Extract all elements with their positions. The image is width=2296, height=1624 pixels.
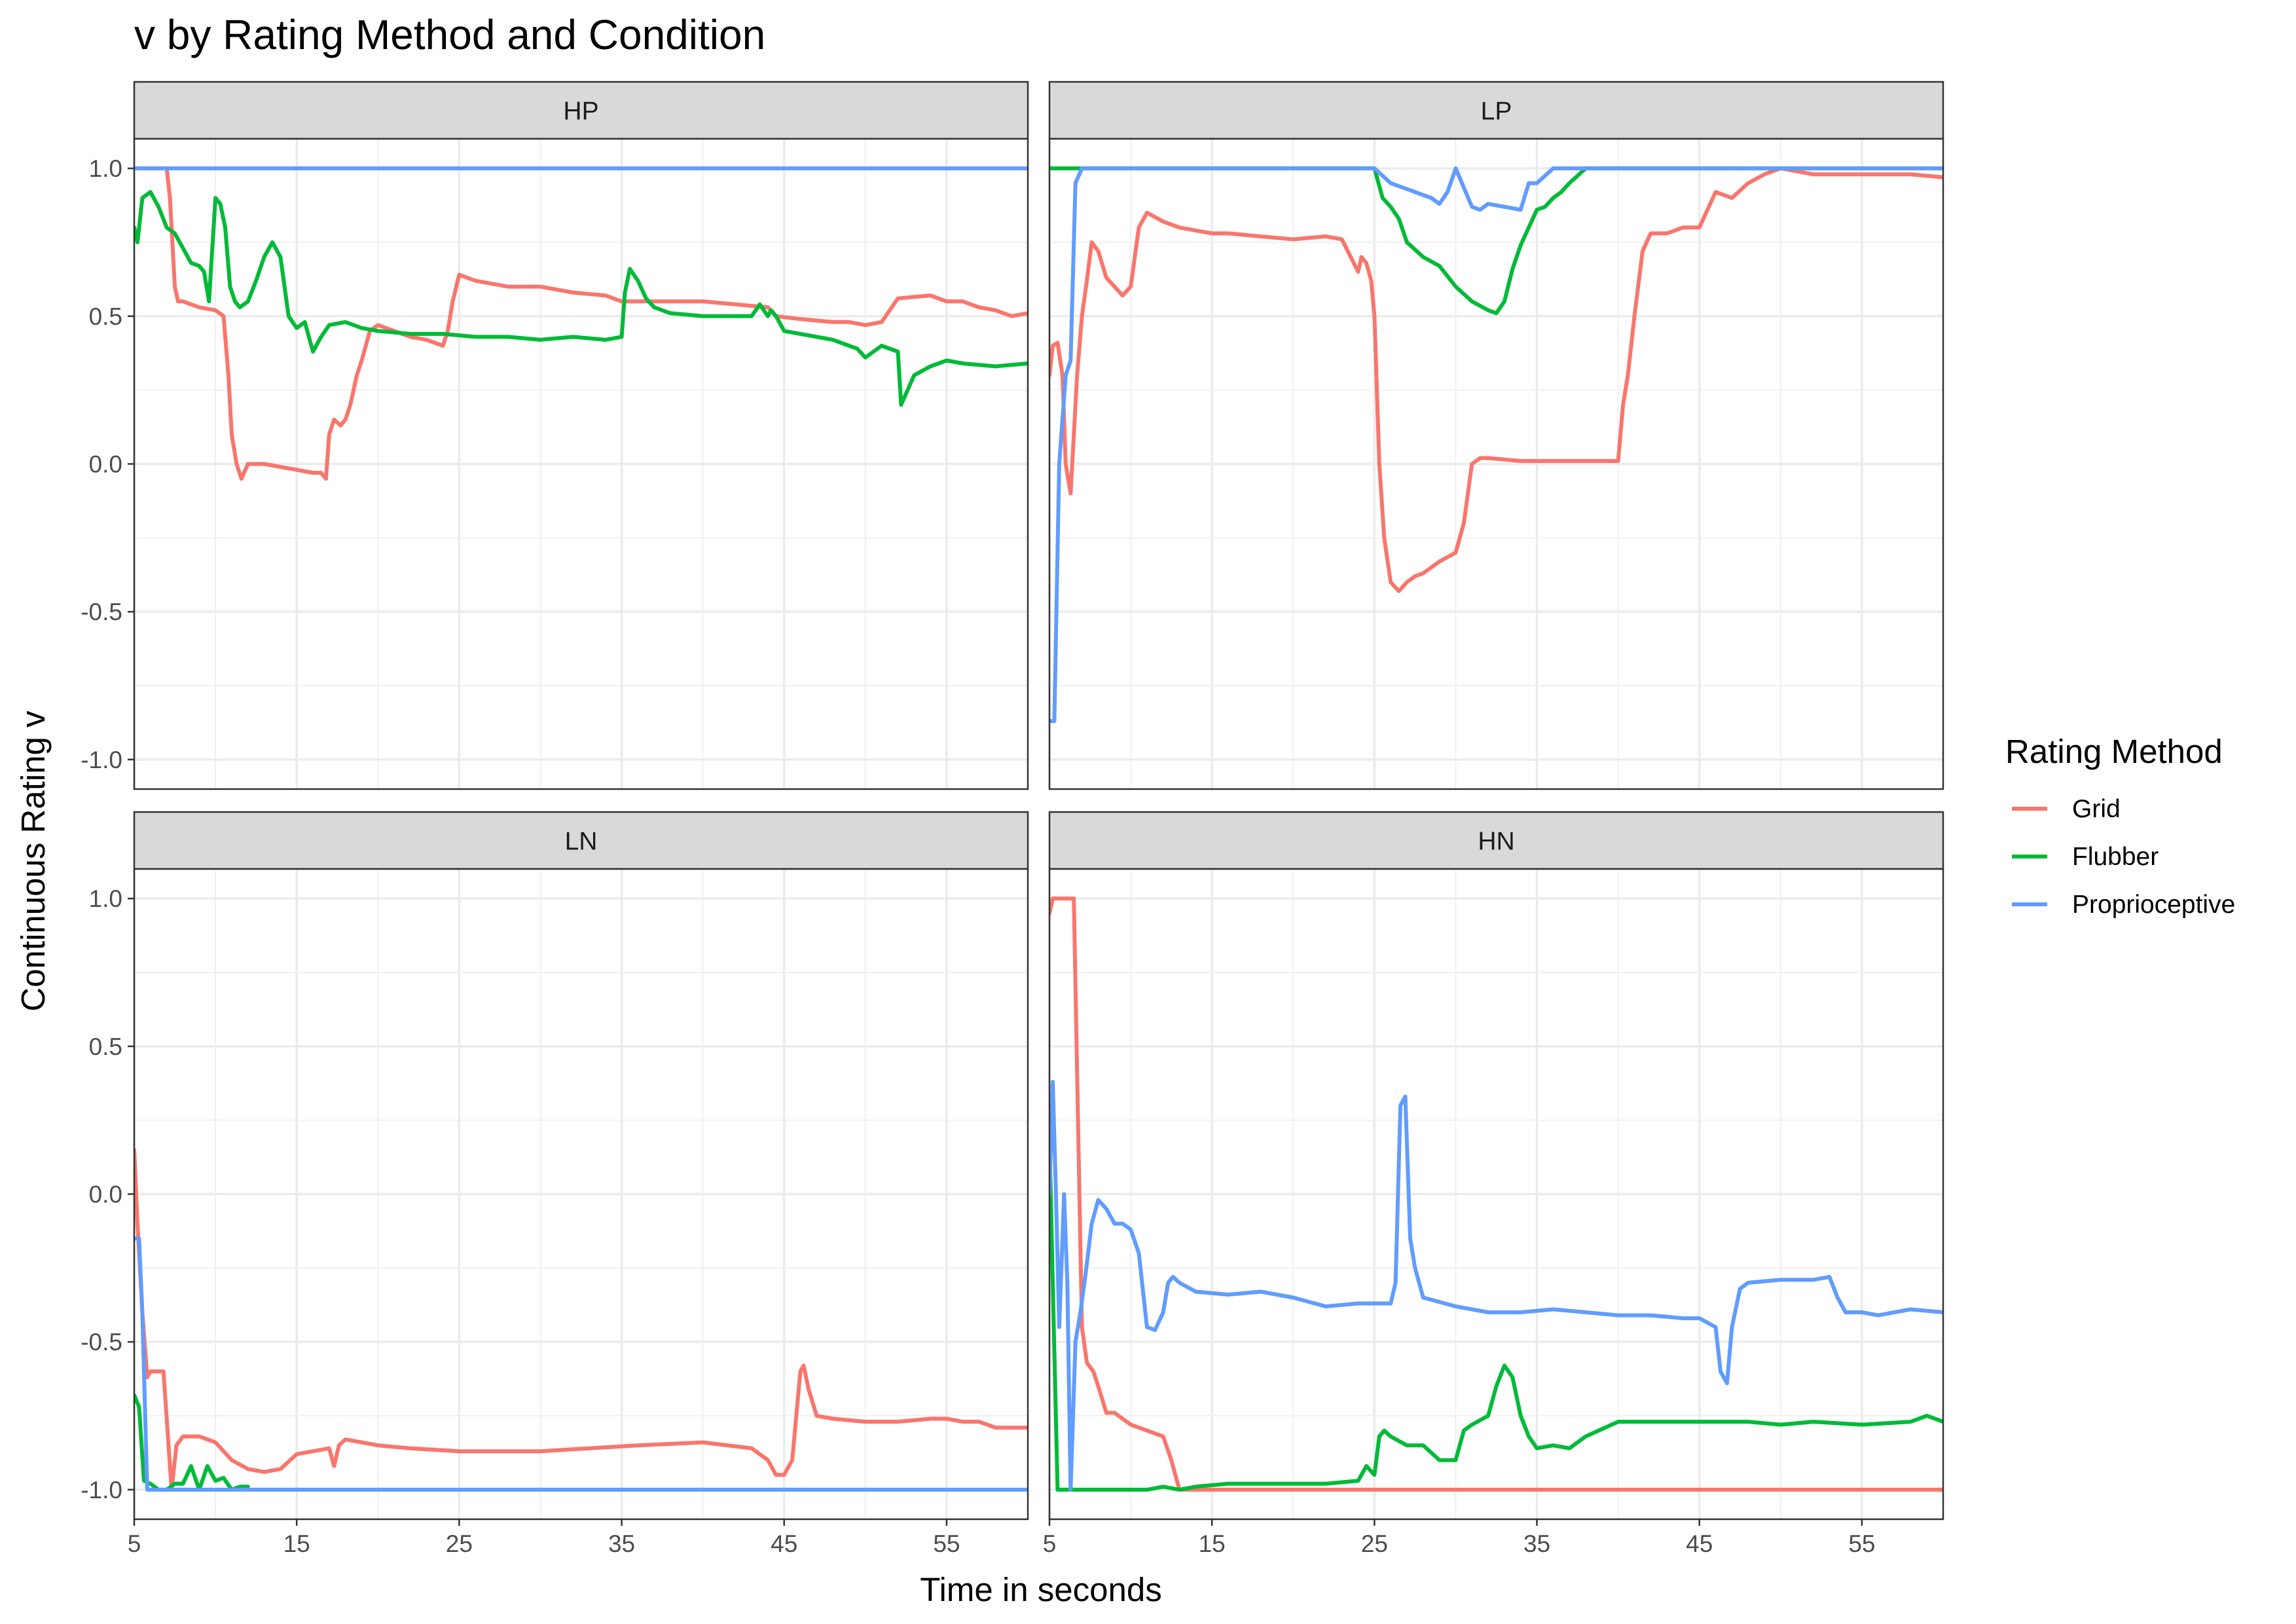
panel-border-lp (1048, 138, 1944, 790)
series-lines-hn (1049, 896, 1943, 1492)
panel-lp: LP (1048, 81, 1944, 790)
y-tick-label: 0.0 (89, 1181, 122, 1208)
panel-hp: HP (133, 81, 1029, 790)
legend-item-proprioceptive: Proprioceptive (2012, 891, 2235, 919)
strip-label-lp: LP (1481, 98, 1512, 126)
x-tick-label: 45 (1686, 1530, 1713, 1557)
x-tick-label: 55 (933, 1530, 960, 1557)
legend-label-grid: Grid (2072, 795, 2121, 823)
y-tick-label: 1.0 (89, 155, 122, 182)
series-lines-hp (134, 166, 1028, 481)
y-tick-label: 0.0 (89, 451, 122, 478)
x-tick-label: 55 (1848, 1530, 1875, 1557)
series-lines-lp (1049, 166, 1943, 724)
x-axis-title: Time in seconds (920, 1571, 1161, 1608)
panel-hn: HN (1048, 811, 1944, 1521)
axes: 1.00.50.0-0.5-1.01.00.50.0-0.5-1.05 15 25 3… (81, 155, 1875, 1557)
x-tick-label: 25 (446, 1530, 473, 1557)
strip-ln (133, 811, 1029, 870)
series-lines-ln (134, 1147, 1028, 1492)
x-tick-label: 45 (771, 1530, 797, 1557)
legend: Rating Method Grid Flubber Proprioceptive (2005, 733, 2235, 919)
chart-title: v by Rating Method and Condition (134, 11, 765, 58)
y-tick-label: 0.5 (89, 1033, 122, 1060)
x-tick-label: 25 (1361, 1530, 1388, 1557)
y-axis-title: Continuous Rating v (14, 710, 52, 1012)
x-tick-label: 15 (1199, 1530, 1226, 1557)
y-tick-label: 0.5 (89, 303, 122, 330)
x-tick-label: 35 (1523, 1530, 1550, 1557)
y-tick-label: -1.0 (81, 747, 122, 773)
x-tick-label: 15 (283, 1530, 310, 1557)
strip-hn (1048, 811, 1944, 870)
y-tick-label: -1.0 (81, 1477, 122, 1504)
legend-item-flubber: Flubber (2012, 843, 2159, 871)
x-tick-label: 5 (128, 1530, 141, 1557)
panel-border-hn (1048, 868, 1944, 1521)
series-line-proprioceptive-lp (1049, 166, 1943, 724)
legend-title: Rating Method (2005, 733, 2223, 770)
y-tick-label: 1.0 (89, 885, 122, 912)
series-line-flubber-hn (1049, 1133, 1943, 1492)
strip-label-hp: HP (563, 98, 598, 126)
series-line-grid-hn (1049, 896, 1943, 1492)
x-tick-label: 35 (608, 1530, 635, 1557)
facet-panels: HP LP LN HN (133, 81, 1944, 1521)
series-line-grid-ln (134, 1147, 1028, 1492)
legend-item-grid: Grid (2012, 795, 2121, 823)
y-tick-label: -0.5 (81, 599, 122, 625)
x-tick-label: 5 (1043, 1530, 1057, 1557)
series-line-flubber-hp (134, 190, 1028, 407)
series-line-proprioceptive-hn (1049, 1080, 1943, 1492)
series-line-grid-lp (1049, 166, 1943, 593)
strip-label-hn: HN (1478, 828, 1514, 856)
legend-label-flubber: Flubber (2072, 843, 2159, 871)
strip-hp (133, 81, 1029, 140)
series-line-flubber-lp (1049, 166, 1943, 316)
strip-label-ln: LN (565, 828, 598, 856)
y-tick-label: -0.5 (81, 1329, 122, 1356)
legend-label-proprioceptive: Proprioceptive (2072, 891, 2235, 919)
series-line-proprioceptive-ln (134, 1236, 1028, 1492)
gridlines-hp (133, 139, 1028, 789)
strip-lp (1048, 81, 1944, 140)
panel-ln: LN (133, 811, 1029, 1521)
